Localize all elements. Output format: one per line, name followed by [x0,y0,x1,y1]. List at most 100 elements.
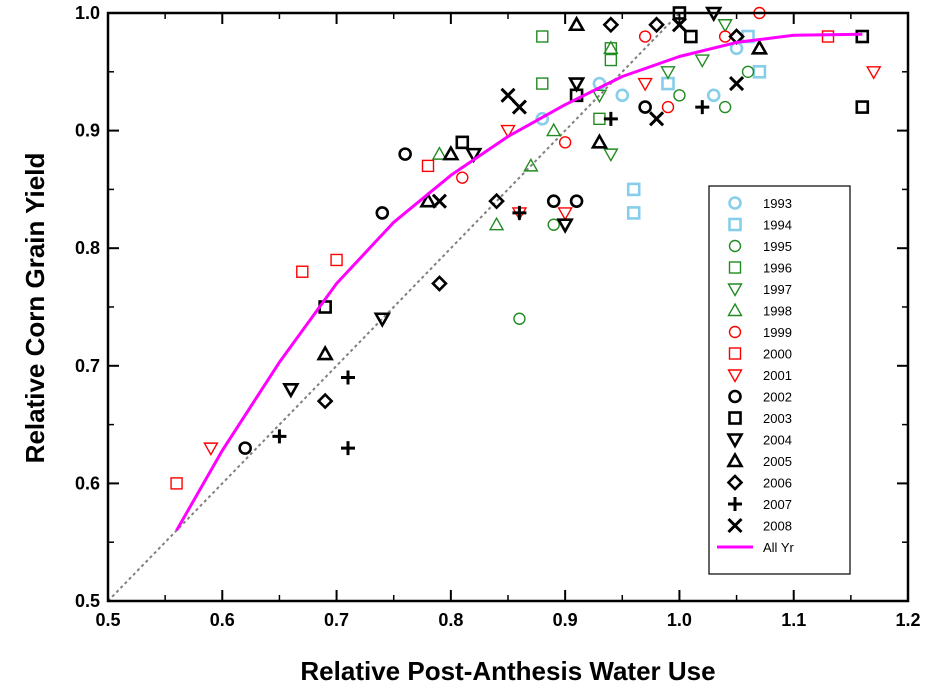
series-2006 [316,16,745,410]
point-2001-4 [637,77,653,92]
legend-marker-2003 [728,411,742,425]
legend-label-1993: 1993 [763,196,792,211]
point-1997-4 [717,19,733,33]
point-1998-3 [546,122,562,137]
point-2008-5 [729,75,745,92]
point-1993-2 [615,88,630,103]
point-2003-4 [684,29,698,44]
point-2007-4 [603,111,618,126]
point-2001-3 [557,207,573,221]
point-2005-5 [750,39,769,55]
y-axis-title: Relative Corn Grain Yield [20,153,50,464]
series-2000 [170,30,835,490]
legend-label-2001: 2001 [763,368,792,383]
y-tick-label: 0.5 [75,591,100,611]
point-2004-0 [282,383,300,399]
y-tick-label: 0.8 [75,238,100,258]
legend-label-1997: 1997 [763,282,792,297]
point-2006-4 [648,16,665,34]
point-2000-1 [296,265,309,278]
point-2008-3 [649,111,665,127]
legend-marker-1994 [728,217,742,232]
point-2001-0 [203,442,219,457]
point-2002-5 [638,100,652,114]
legend-marker-2001 [727,369,743,383]
legend-marker-1998 [727,302,743,317]
point-1995-0 [513,312,526,325]
point-1996-4 [604,53,618,67]
series-2007 [272,100,710,456]
series-1998 [431,40,619,231]
x-tick-label: 1.0 [667,610,692,630]
legend-marker-2005 [726,451,744,468]
point-2002-0 [238,441,252,455]
y-tick-label: 1.0 [75,3,100,23]
point-1995-2 [673,89,686,102]
point-2007-5 [695,100,710,115]
point-2007-1 [341,370,355,385]
point-2000-0 [170,477,183,490]
point-1997-1 [603,148,619,163]
point-1998-2 [523,157,539,172]
point-1996-2 [593,112,606,126]
point-1997-2 [660,66,676,80]
legend-label-2000: 2000 [763,347,792,362]
legend-label-1998: 1998 [763,304,792,319]
legend: 1993 1994 1995 1996 1997 1998 1999 2000 2001 2002… [708,185,851,575]
point-2006-3 [602,16,620,34]
series-1997 [591,19,733,163]
point-2005-1 [419,192,437,208]
point-2004-1 [373,312,392,328]
legend-marker-2007 [728,497,742,511]
point-1999-0 [456,171,469,184]
legend-marker-1995 [728,239,742,253]
legend-label-all-yr: All Yr [763,540,794,555]
point-2000-4 [821,30,835,43]
point-1999-3 [661,100,675,114]
series-1995 [513,65,755,325]
point-2000-2 [330,253,343,267]
legend-label-1994: 1994 [763,218,792,233]
point-2005-2 [442,144,460,161]
plot-area [107,6,882,602]
series-1996 [536,30,618,126]
point-1999-2 [638,30,652,43]
point-1996-1 [536,77,549,90]
point-2002-3 [546,194,561,208]
point-2006-2 [488,192,505,210]
point-1995-1 [547,218,560,231]
y-tick-label: 0.7 [75,356,100,376]
series-2005 [316,15,769,361]
point-1997-0 [591,89,608,104]
x-tick-label: 1.2 [895,610,920,630]
point-2005-0 [316,344,334,361]
point-2002-4 [569,194,584,208]
point-2008-1 [500,87,516,103]
y-tick-label: 0.6 [75,473,100,493]
point-2007-0 [272,429,287,444]
point-1993-3 [706,88,721,103]
legend-label-2004: 2004 [763,433,792,448]
legend-label-1995: 1995 [763,239,792,254]
legend-marker-2000 [728,347,742,360]
legend-label-2008: 2008 [763,519,792,534]
point-1996-0 [536,30,549,43]
axes: 0.5 0.6 0.7 0.8 0.9 1.0 1.1 1.2 0.5 0.6 0.7 0.8 0.9 1… [75,3,921,630]
legend-label-2005: 2005 [763,454,792,469]
point-1998-4 [603,40,619,54]
point-1994-0 [626,182,641,197]
legend-marker-2002 [728,389,742,404]
legend-marker-1993 [728,196,742,210]
point-2004-4 [567,77,586,93]
legend-marker-2006 [726,474,744,491]
legend-label-2003: 2003 [763,411,792,426]
point-1999-1 [558,136,572,149]
fit-line-all-yr [175,32,863,532]
point-1998-0 [431,146,448,160]
series-1993 [535,41,744,126]
point-2002-1 [375,206,390,220]
point-2007-3 [512,205,527,220]
series-2008 [431,17,745,209]
point-1994-4 [752,65,767,79]
x-axis-title: Relative Post-Anthesis Water Use [300,656,715,686]
